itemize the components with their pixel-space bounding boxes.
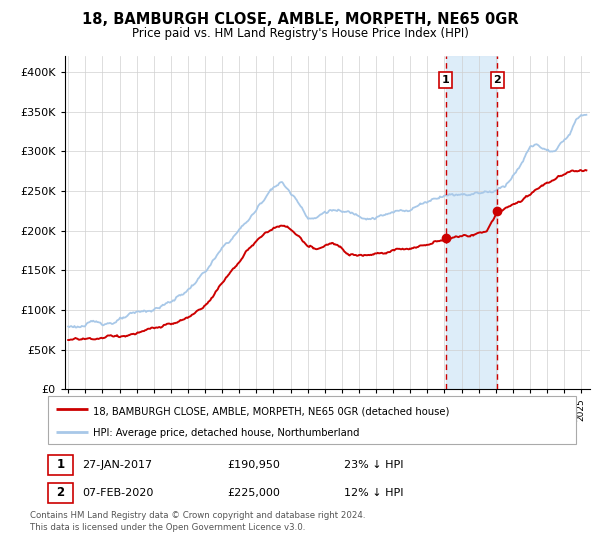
Text: Contains HM Land Registry data © Crown copyright and database right 2024.
This d: Contains HM Land Registry data © Crown c… (30, 511, 365, 531)
Text: £225,000: £225,000 (227, 488, 280, 498)
Text: 27-JAN-2017: 27-JAN-2017 (82, 460, 152, 470)
Text: HPI: Average price, detached house, Northumberland: HPI: Average price, detached house, Nort… (93, 428, 359, 438)
Text: 1: 1 (442, 75, 449, 85)
Text: 23% ↓ HPI: 23% ↓ HPI (344, 460, 403, 470)
Text: 12% ↓ HPI: 12% ↓ HPI (344, 488, 403, 498)
Text: 1: 1 (56, 458, 65, 472)
Text: 2: 2 (56, 486, 65, 500)
FancyBboxPatch shape (48, 483, 73, 503)
FancyBboxPatch shape (48, 396, 576, 444)
Text: 18, BAMBURGH CLOSE, AMBLE, MORPETH, NE65 0GR: 18, BAMBURGH CLOSE, AMBLE, MORPETH, NE65… (82, 12, 518, 27)
FancyBboxPatch shape (48, 455, 73, 475)
Text: £190,950: £190,950 (227, 460, 280, 470)
Bar (446, 56, 497, 389)
Text: 2: 2 (494, 75, 502, 85)
Text: Price paid vs. HM Land Registry's House Price Index (HPI): Price paid vs. HM Land Registry's House … (131, 27, 469, 40)
Text: 18, BAMBURGH CLOSE, AMBLE, MORPETH, NE65 0GR (detached house): 18, BAMBURGH CLOSE, AMBLE, MORPETH, NE65… (93, 406, 449, 416)
Text: 07-FEB-2020: 07-FEB-2020 (82, 488, 154, 498)
